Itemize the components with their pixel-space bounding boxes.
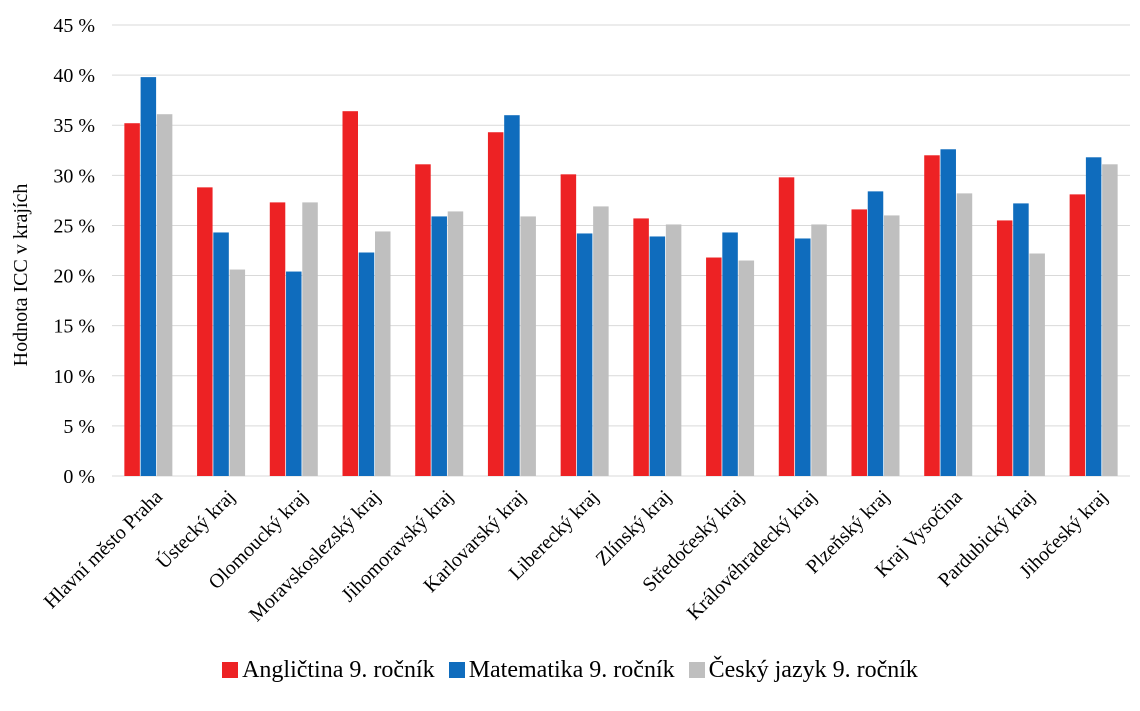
bar [722, 232, 738, 476]
legend-label: Angličtina 9. ročník [242, 656, 435, 683]
bar [1085, 157, 1102, 476]
bar [358, 252, 375, 476]
bar [778, 177, 795, 477]
y-axis-label: Hodnota ICC v krajích [10, 184, 32, 367]
y-tick-label: 5 % [63, 416, 95, 438]
y-tick-label: 0 % [63, 466, 95, 488]
bar [1069, 194, 1086, 476]
legend-item: Matematika 9. ročník [448, 656, 675, 684]
y-tick-label: 20 % [53, 266, 95, 288]
bar [706, 257, 722, 476]
bar [1102, 164, 1118, 476]
gridlines [112, 24, 1130, 477]
y-tick-label: 30 % [53, 165, 95, 187]
bar [229, 269, 246, 476]
bar [342, 111, 358, 477]
x-category-label: Královéhradecký kraj [683, 486, 821, 624]
bar [487, 132, 504, 476]
bar [447, 211, 464, 476]
bar [560, 174, 577, 476]
bar [124, 123, 140, 477]
y-tick-label: 45 % [53, 15, 95, 37]
bar [924, 155, 940, 477]
bar [520, 216, 536, 476]
bar [956, 193, 973, 476]
icc-bar-chart: 0 % 5 % 10 % 15 % 20 % 25 % 30 % 35 % 40 % 45 % H… [10, 15, 1130, 626]
bar [996, 220, 1013, 476]
bar [884, 215, 900, 476]
y-tick-labels: 0 % 5 % 10 % 15 % 20 % 25 % 30 % 35 % 40 % 45 % [53, 15, 95, 488]
legend-label: Český jazyk 9. ročník [708, 656, 918, 683]
y-tick-label: 35 % [53, 115, 95, 137]
y-tick-label: 10 % [53, 366, 95, 388]
bar [504, 115, 520, 476]
x-category-label: Hlavní město Praha [40, 486, 167, 613]
bar [1029, 253, 1045, 476]
bar [302, 202, 318, 477]
x-category-label: Moravskoslezský kraj [245, 486, 385, 626]
bar [197, 187, 213, 477]
legend-swatch [688, 662, 705, 678]
bar [140, 77, 157, 477]
bar [738, 260, 755, 476]
bar [1013, 203, 1029, 476]
bar [795, 238, 811, 476]
bar [633, 218, 649, 476]
bar [649, 236, 666, 476]
bar [431, 216, 447, 476]
bar [415, 164, 431, 476]
bar [665, 224, 682, 476]
legend-item: Angličtina 9. ročník [222, 657, 435, 684]
y-tick-label: 40 % [53, 65, 95, 87]
y-tick-label: 15 % [53, 316, 95, 338]
bar [851, 209, 867, 477]
bar [375, 231, 391, 476]
bar [213, 232, 229, 476]
bars [124, 77, 1118, 477]
bar [269, 202, 286, 477]
bar [156, 114, 173, 476]
legend: Angličtina 9. ročník Matematika 9. ročník… [0, 650, 1140, 690]
legend-swatch [448, 662, 465, 678]
bar [867, 191, 884, 476]
bar [286, 271, 302, 476]
legend-item: Český jazyk 9. ročník [688, 656, 918, 684]
y-tick-label: 25 % [53, 215, 95, 237]
bar [593, 206, 609, 476]
legend-label: Matematika 9. ročník [468, 656, 675, 683]
legend-swatch [222, 662, 239, 678]
bar [811, 224, 827, 476]
bar [576, 233, 593, 476]
bar [940, 149, 956, 476]
